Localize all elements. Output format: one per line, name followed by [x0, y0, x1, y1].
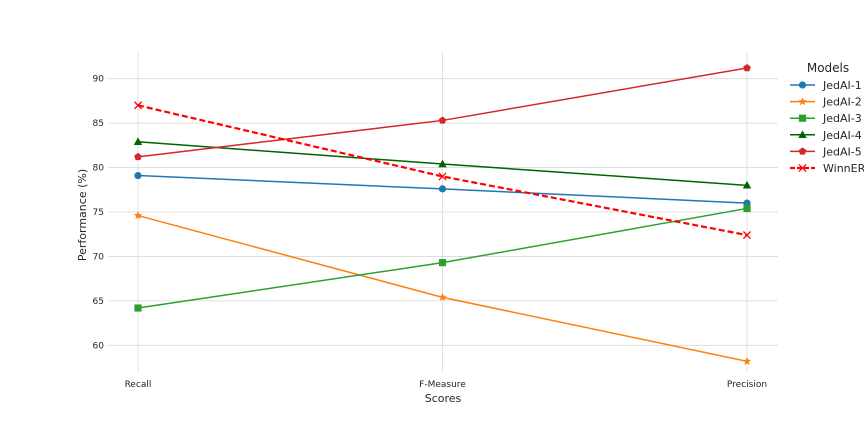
pentagon-marker: [134, 152, 142, 161]
legend-label: WinnER: [823, 162, 864, 175]
y-tick-label: 65: [93, 297, 104, 307]
square-marker: [134, 304, 142, 312]
legend-label: JedAI-3: [822, 112, 862, 125]
x-tick-label: F-Measure: [419, 380, 466, 390]
x-marker: [742, 231, 752, 240]
series-jedai-2: [133, 211, 752, 365]
star-marker: [438, 292, 447, 301]
legend-label: JedAI-4: [822, 129, 862, 142]
legend-item: WinnER: [790, 162, 864, 175]
legend-item: JedAI-4: [790, 129, 862, 142]
y-tick-label: 80: [93, 164, 105, 174]
legend-label: JedAI-5: [822, 145, 862, 158]
y-tick-label: 90: [93, 75, 105, 85]
circle-marker: [134, 171, 142, 180]
triangle-marker: [438, 159, 447, 168]
x-tick-label: Recall: [125, 380, 152, 390]
legend-label: JedAI-1: [822, 79, 862, 92]
triangle-marker: [742, 180, 752, 189]
star-marker: [798, 97, 807, 106]
legend-item: JedAI-3: [790, 112, 862, 125]
legend-item: JedAI-5: [790, 145, 862, 158]
y-tick-label: 70: [93, 252, 105, 262]
circle-marker: [798, 81, 807, 89]
star-marker: [742, 356, 752, 365]
grid: [108, 52, 778, 372]
triangle-marker: [798, 130, 807, 138]
y-tick-labels: 60 65 70 75 80 85 90: [93, 75, 105, 352]
legend-label: JedAI-2: [822, 96, 862, 109]
y-tick-label: 60: [93, 341, 105, 351]
x-marker: [133, 101, 143, 110]
series-jedai-4: [133, 137, 752, 189]
star-marker: [133, 211, 143, 220]
y-tick-label: 85: [93, 119, 104, 129]
x-tick-label: Precision: [727, 380, 767, 390]
triangle-marker: [133, 137, 143, 145]
y-tick-label: 75: [93, 208, 104, 218]
y-axis-label: Performance (%): [76, 169, 89, 261]
series-jedai-5: [134, 64, 751, 161]
x-marker: [438, 172, 447, 181]
x-axis-label: Scores: [425, 392, 462, 405]
legend: Models JedAI-1 JedAI-2 JedAI-3 JedAI-4 JedAI…: [790, 61, 864, 175]
pentagon-marker: [798, 147, 807, 155]
series-jedai-1: [134, 171, 751, 207]
x-marker: [798, 163, 807, 173]
pentagon-marker: [743, 64, 751, 72]
legend-title: Models: [807, 61, 849, 75]
square-marker: [743, 204, 751, 213]
legend-item: JedAI-2: [790, 96, 862, 109]
series-jedai-3: [134, 204, 751, 312]
circle-marker: [438, 185, 447, 193]
series-layer: [133, 64, 752, 365]
square-marker: [798, 114, 807, 122]
legend-item: JedAI-1: [790, 79, 862, 92]
pentagon-marker: [438, 116, 447, 124]
series-line: [137, 104, 748, 237]
series-winner: [133, 101, 752, 240]
x-tick-labels: Recall F-Measure Precision: [125, 380, 768, 390]
square-marker: [438, 259, 447, 267]
